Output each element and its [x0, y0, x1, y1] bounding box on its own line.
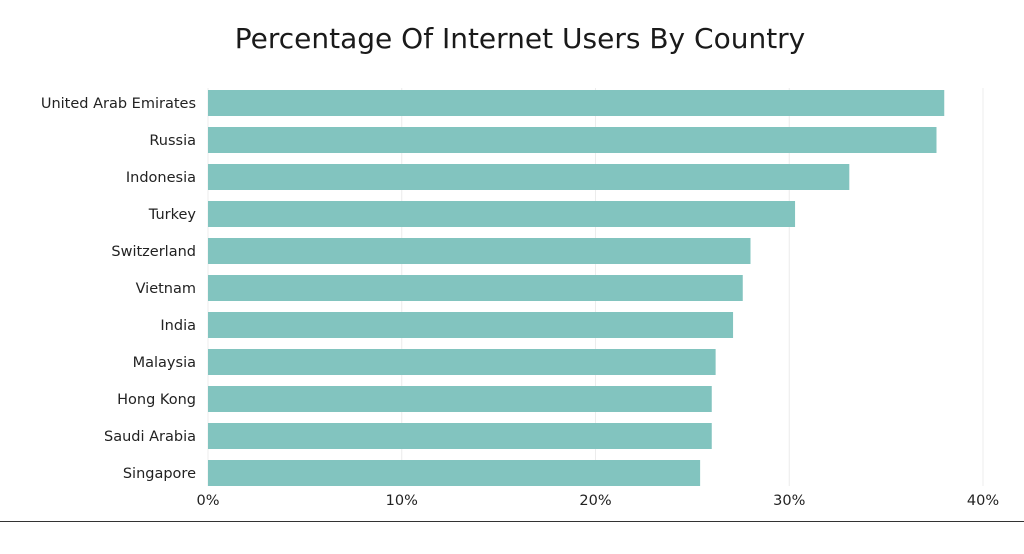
- category-label: Vietnam: [136, 281, 196, 297]
- category-label: Russia: [149, 133, 196, 149]
- x-axis-ticks: 0% 10% 20% 30% 40%: [196, 493, 999, 509]
- bar: [208, 90, 945, 116]
- category-labels: United Arab Emirates Russia Indonesia Turke…: [41, 96, 197, 482]
- bars: [208, 90, 945, 486]
- bar: [208, 275, 743, 301]
- chart-title: Percentage Of Internet Users By Country: [235, 22, 806, 55]
- bar: [208, 386, 712, 412]
- category-label: Hong Kong: [117, 392, 196, 408]
- category-label: Saudi Arabia: [104, 429, 196, 445]
- x-tick-label: 30%: [773, 493, 805, 509]
- x-tick-label: 10%: [386, 493, 418, 509]
- x-tick-label: 0%: [196, 493, 219, 509]
- category-label: United Arab Emirates: [41, 96, 196, 112]
- bar: [208, 164, 850, 190]
- category-label: Turkey: [148, 207, 197, 223]
- category-label: India: [160, 318, 196, 334]
- x-tick-label: 40%: [967, 493, 999, 509]
- bar: [208, 423, 712, 449]
- bar: [208, 238, 751, 264]
- category-label: Malaysia: [133, 355, 196, 371]
- category-label: Switzerland: [111, 244, 196, 260]
- category-label: Singapore: [123, 466, 196, 482]
- bar: [208, 201, 796, 227]
- bar: [208, 127, 937, 153]
- bar: [208, 312, 734, 338]
- x-tick-label: 20%: [579, 493, 611, 509]
- bar: [208, 349, 716, 375]
- bar: [208, 460, 701, 486]
- category-label: Indonesia: [126, 170, 196, 186]
